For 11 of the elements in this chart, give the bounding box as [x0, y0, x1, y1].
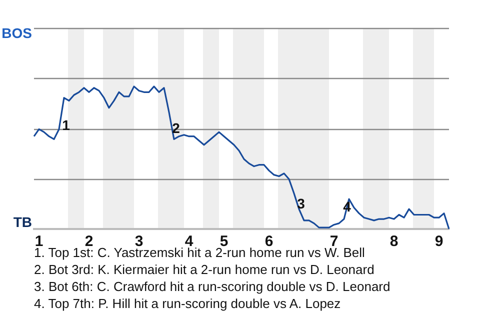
annotation: 3: [297, 196, 306, 212]
text: 3. Bot 6th: C. Crawford hit a run-scoring double vs D. Leonard: [34, 278, 390, 295]
text: 4. Top 7th: P. Hill hit a run-scoring double vs A. Lopez: [34, 295, 342, 312]
text: 2. Bot 3rd: K. Kiermaier hit a 2-run home run vs D. Leonard: [34, 261, 376, 278]
text: BOS: [2, 24, 32, 41]
annotation: 1: [62, 117, 70, 134]
annotation: 2: [172, 120, 180, 136]
text: TB: [13, 214, 32, 230]
x-tick-label: 9: [434, 233, 444, 250]
x-tick-label: 8: [390, 233, 398, 250]
x-tick-label: 6: [264, 233, 274, 250]
